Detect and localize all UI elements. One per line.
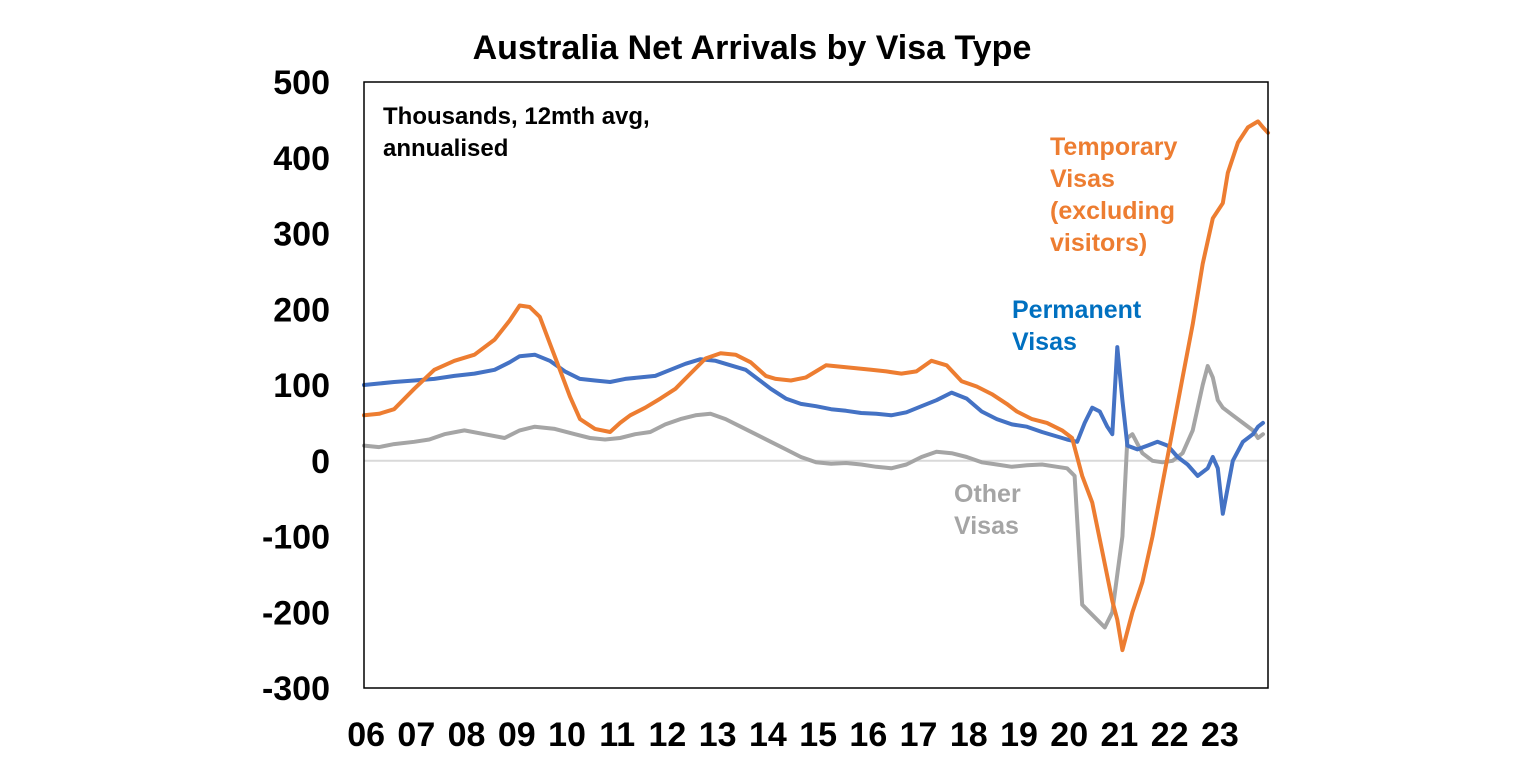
x-tick-label: 12 [649,716,687,754]
series-label-temporary: visitors) [1050,229,1147,257]
chart-title: Australia Net Arrivals by Visa Type [473,29,1032,67]
x-tick-label: 21 [1101,716,1139,754]
series-label-permanent: Visas [1012,328,1077,356]
series-line-other [362,364,1265,630]
x-tick-label: 08 [448,716,486,754]
x-tick-label: 07 [397,716,435,754]
x-tick-label: 14 [749,716,787,754]
y-tick-label: -100 [262,519,330,557]
x-tick-label: 22 [1151,716,1189,754]
x-tick-label: 13 [699,716,737,754]
chart-note-line-1: Thousands, 12mth avg, [383,103,650,130]
y-tick-label: 200 [273,291,330,329]
x-tick-label: 11 [599,716,635,754]
y-tick-label: -200 [262,594,330,632]
x-tick-label: 17 [900,716,938,754]
x-tick-label: 19 [1000,716,1038,754]
series-label-permanent: Permanent [1012,296,1142,324]
chart-note-line-2: annualised [383,135,508,162]
x-tick-label: 10 [548,716,586,754]
x-tick-label: 23 [1201,716,1239,754]
x-tick-label: 15 [799,716,837,754]
series-line-temporary [362,119,1270,653]
x-tick-label: 09 [498,716,536,754]
x-tick-label: 20 [1050,716,1088,754]
y-tick-label: 100 [273,367,330,405]
y-tick-label: 400 [273,140,330,178]
y-tick-label: 300 [273,216,330,254]
series-label-temporary: Temporary [1050,133,1177,161]
x-tick-label: 16 [849,716,887,754]
y-tick-label: -300 [262,670,330,708]
series-label-temporary: Visas [1050,165,1115,193]
x-tick-label: 18 [950,716,988,754]
plot-frame [363,81,1269,689]
series-label-temporary: (excluding [1050,197,1175,225]
y-tick-label: 0 [311,443,330,481]
plot-area: 500 400 300 200 100 0 -100 -200 -300 06 07 08 09 10 11… [262,64,1270,754]
y-tick-label: 500 [273,64,330,102]
x-tick-label: 06 [347,716,385,754]
series-label-other: Visas [954,512,1019,540]
series-label-other: Other [954,480,1021,508]
